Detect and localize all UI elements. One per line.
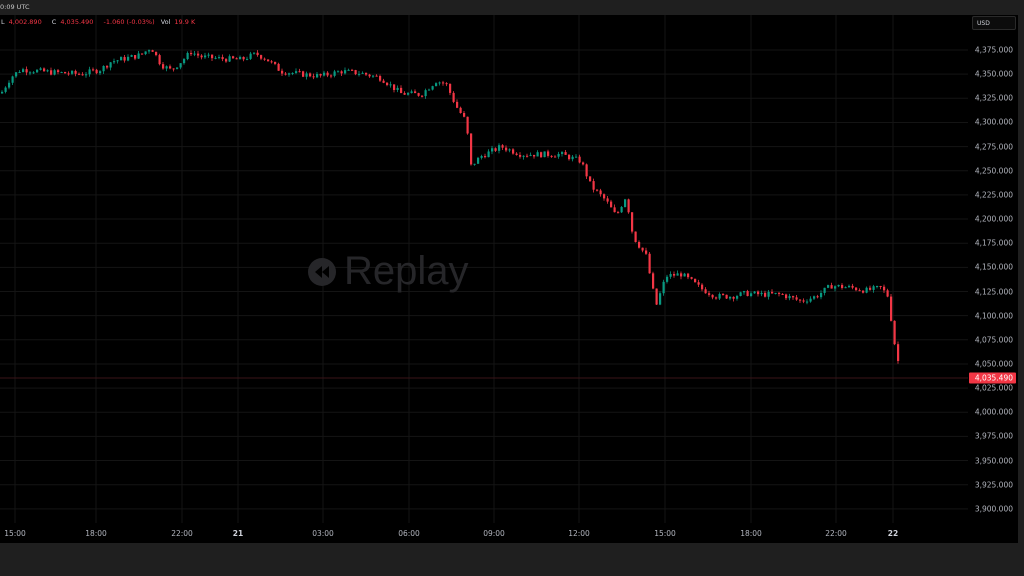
replay-watermark: Replay	[308, 249, 469, 294]
price-tick-label: 4,000.000	[974, 407, 1013, 417]
time-tick-label: 06:00	[398, 529, 420, 538]
price-tick-label: 4,150.000	[974, 262, 1013, 272]
time-tick-label: 15:00	[654, 529, 676, 538]
current-price-label: 4,035.490	[969, 372, 1016, 384]
price-tick-label: 3,975.000	[974, 431, 1013, 441]
price-tick-label: 4,025.000	[974, 383, 1013, 393]
legend-close: C 4,035.490	[51, 18, 94, 26]
price-tick-label: 4,100.000	[974, 311, 1013, 321]
price-tick-label: 3,925.000	[974, 480, 1013, 490]
currency-button[interactable]: USD	[972, 16, 1016, 30]
price-tick-label: 4,075.000	[974, 335, 1013, 345]
replay-label: Replay	[344, 249, 469, 293]
top-bar: 0:09 UTC	[0, 0, 1024, 15]
time-tick-label: 18:00	[740, 529, 762, 538]
time-tick-label: 09:00	[483, 529, 505, 538]
price-tick-label: 3,900.000	[974, 504, 1013, 514]
price-tick-label: 3,950.000	[974, 456, 1013, 466]
ohlc-legend: L 4,002.890 C 4,035.490 -1.060 (-0.03%) Vo…	[1, 18, 203, 26]
rewind-icon	[308, 257, 336, 286]
time-tick-label: 03:00	[312, 529, 334, 538]
price-tick-label: 4,125.000	[974, 287, 1013, 296]
legend-low: L 4,002.890	[1, 18, 42, 26]
price-tick-label: 4,200.000	[974, 214, 1013, 224]
price-tick-label: 4,325.000	[974, 93, 1013, 103]
price-tick-label: 4,275.000	[974, 142, 1013, 152]
time-axis[interactable]: 15:00 18:00 22:00 21 03:00 06:00 09:00 12:00 15:…	[0, 523, 1018, 543]
candlestick-chart[interactable]	[0, 15, 968, 523]
price-tick-label: 4,225.000	[974, 190, 1013, 200]
price-axis[interactable]: 4,375.000 4,350.000 4,325.000 4,300.000 4,27…	[968, 15, 1018, 523]
utc-time: 0:09 UTC	[0, 3, 30, 11]
chart-frame[interactable]	[0, 15, 1018, 543]
time-tick-label: 21	[232, 529, 244, 538]
price-tick-label: 4,350.000	[974, 69, 1013, 79]
price-tick-label: 4,300.000	[974, 117, 1013, 127]
chart-plot-area[interactable]	[0, 15, 968, 523]
time-tick-label: 18:00	[85, 529, 107, 538]
time-tick-label: 15:00	[4, 529, 26, 538]
price-tick-label: 4,375.000	[974, 45, 1013, 55]
time-tick-label: 22	[887, 529, 899, 538]
legend-volume: Vol 19.9 K	[160, 18, 196, 26]
time-tick-label: 22:00	[171, 529, 193, 538]
price-tick-label: 4,050.000	[974, 359, 1013, 369]
price-tick-label: 4,175.000	[974, 238, 1013, 248]
time-tick-label: 12:00	[568, 529, 590, 538]
price-tick-label: 4,250.000	[974, 166, 1013, 176]
legend-change: -1.060 (-0.03%)	[103, 18, 155, 26]
time-tick-label: 22:00	[825, 529, 847, 538]
